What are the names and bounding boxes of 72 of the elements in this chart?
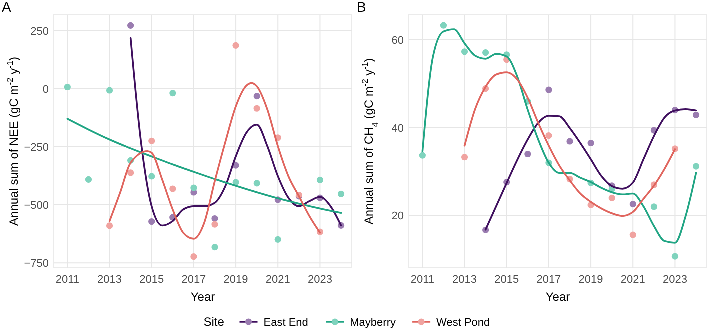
y-tick-label: −500 — [24, 200, 49, 212]
point — [692, 163, 700, 170]
x-tick-label: 2013 — [452, 274, 478, 286]
x-tick-label: 2015 — [494, 274, 520, 286]
point — [148, 138, 156, 144]
point — [106, 87, 114, 94]
point — [232, 42, 240, 49]
point — [148, 218, 156, 226]
point — [232, 179, 240, 186]
x-tick-label: 2015 — [140, 274, 164, 286]
point — [190, 254, 198, 260]
y-tick-label: 40 — [392, 122, 404, 135]
y-tick-label: −750 — [24, 258, 49, 270]
x-tick-label: 2011 — [56, 274, 80, 286]
x-axis-title: Year — [546, 290, 570, 304]
point — [190, 184, 198, 192]
x-tick-label: 2021 — [266, 274, 290, 286]
point — [524, 150, 532, 158]
point — [254, 93, 260, 100]
point — [170, 90, 176, 97]
chart-title: B — [357, 0, 366, 15]
point — [85, 176, 92, 184]
point — [106, 222, 114, 230]
point — [482, 49, 490, 56]
point — [692, 112, 700, 118]
line-series — [66, 118, 342, 214]
point — [588, 140, 594, 147]
point — [461, 154, 468, 161]
point — [650, 204, 658, 210]
legend-title: Site — [204, 315, 225, 329]
point — [254, 180, 260, 187]
point — [128, 22, 134, 29]
point — [212, 221, 218, 228]
point — [461, 48, 468, 56]
point — [64, 84, 71, 91]
point — [170, 186, 176, 192]
y-tick-label: 0 — [42, 84, 49, 96]
point — [338, 190, 345, 198]
point — [316, 176, 324, 184]
x-tick-label: 2019 — [224, 274, 248, 286]
x-tick-label: 2013 — [98, 274, 122, 286]
point — [630, 232, 636, 238]
x-tick-label: 2023 — [662, 274, 688, 286]
point — [672, 253, 679, 260]
y-tick-label: 250 — [30, 26, 49, 38]
x-axis-title: Year — [190, 290, 216, 304]
legend-label: West Pond — [436, 317, 490, 329]
point — [274, 236, 282, 243]
x-tick-label: 2017 — [182, 274, 206, 286]
point — [608, 194, 616, 202]
y-tick-label: 20 — [392, 210, 404, 223]
point — [148, 173, 156, 180]
x-tick-label: 2017 — [536, 274, 562, 286]
x-tick-label: 2019 — [578, 274, 604, 286]
chart-title: A — [2, 0, 12, 15]
point — [212, 244, 218, 251]
point — [546, 132, 552, 140]
x-tick-label: 2021 — [620, 274, 646, 286]
x-tick-label: 2023 — [308, 274, 332, 286]
point — [419, 152, 426, 159]
x-tick-label: 2011 — [410, 274, 435, 286]
point — [630, 201, 636, 208]
point — [254, 105, 260, 112]
point — [566, 138, 574, 145]
point — [212, 215, 218, 222]
point — [440, 22, 448, 29]
y-tick-label: −250 — [24, 142, 49, 154]
y-tick-label: 60 — [392, 35, 404, 48]
point — [546, 86, 552, 94]
point — [128, 170, 134, 176]
legend-label: Mayberry — [350, 317, 396, 329]
legend-label: East End — [264, 317, 308, 329]
